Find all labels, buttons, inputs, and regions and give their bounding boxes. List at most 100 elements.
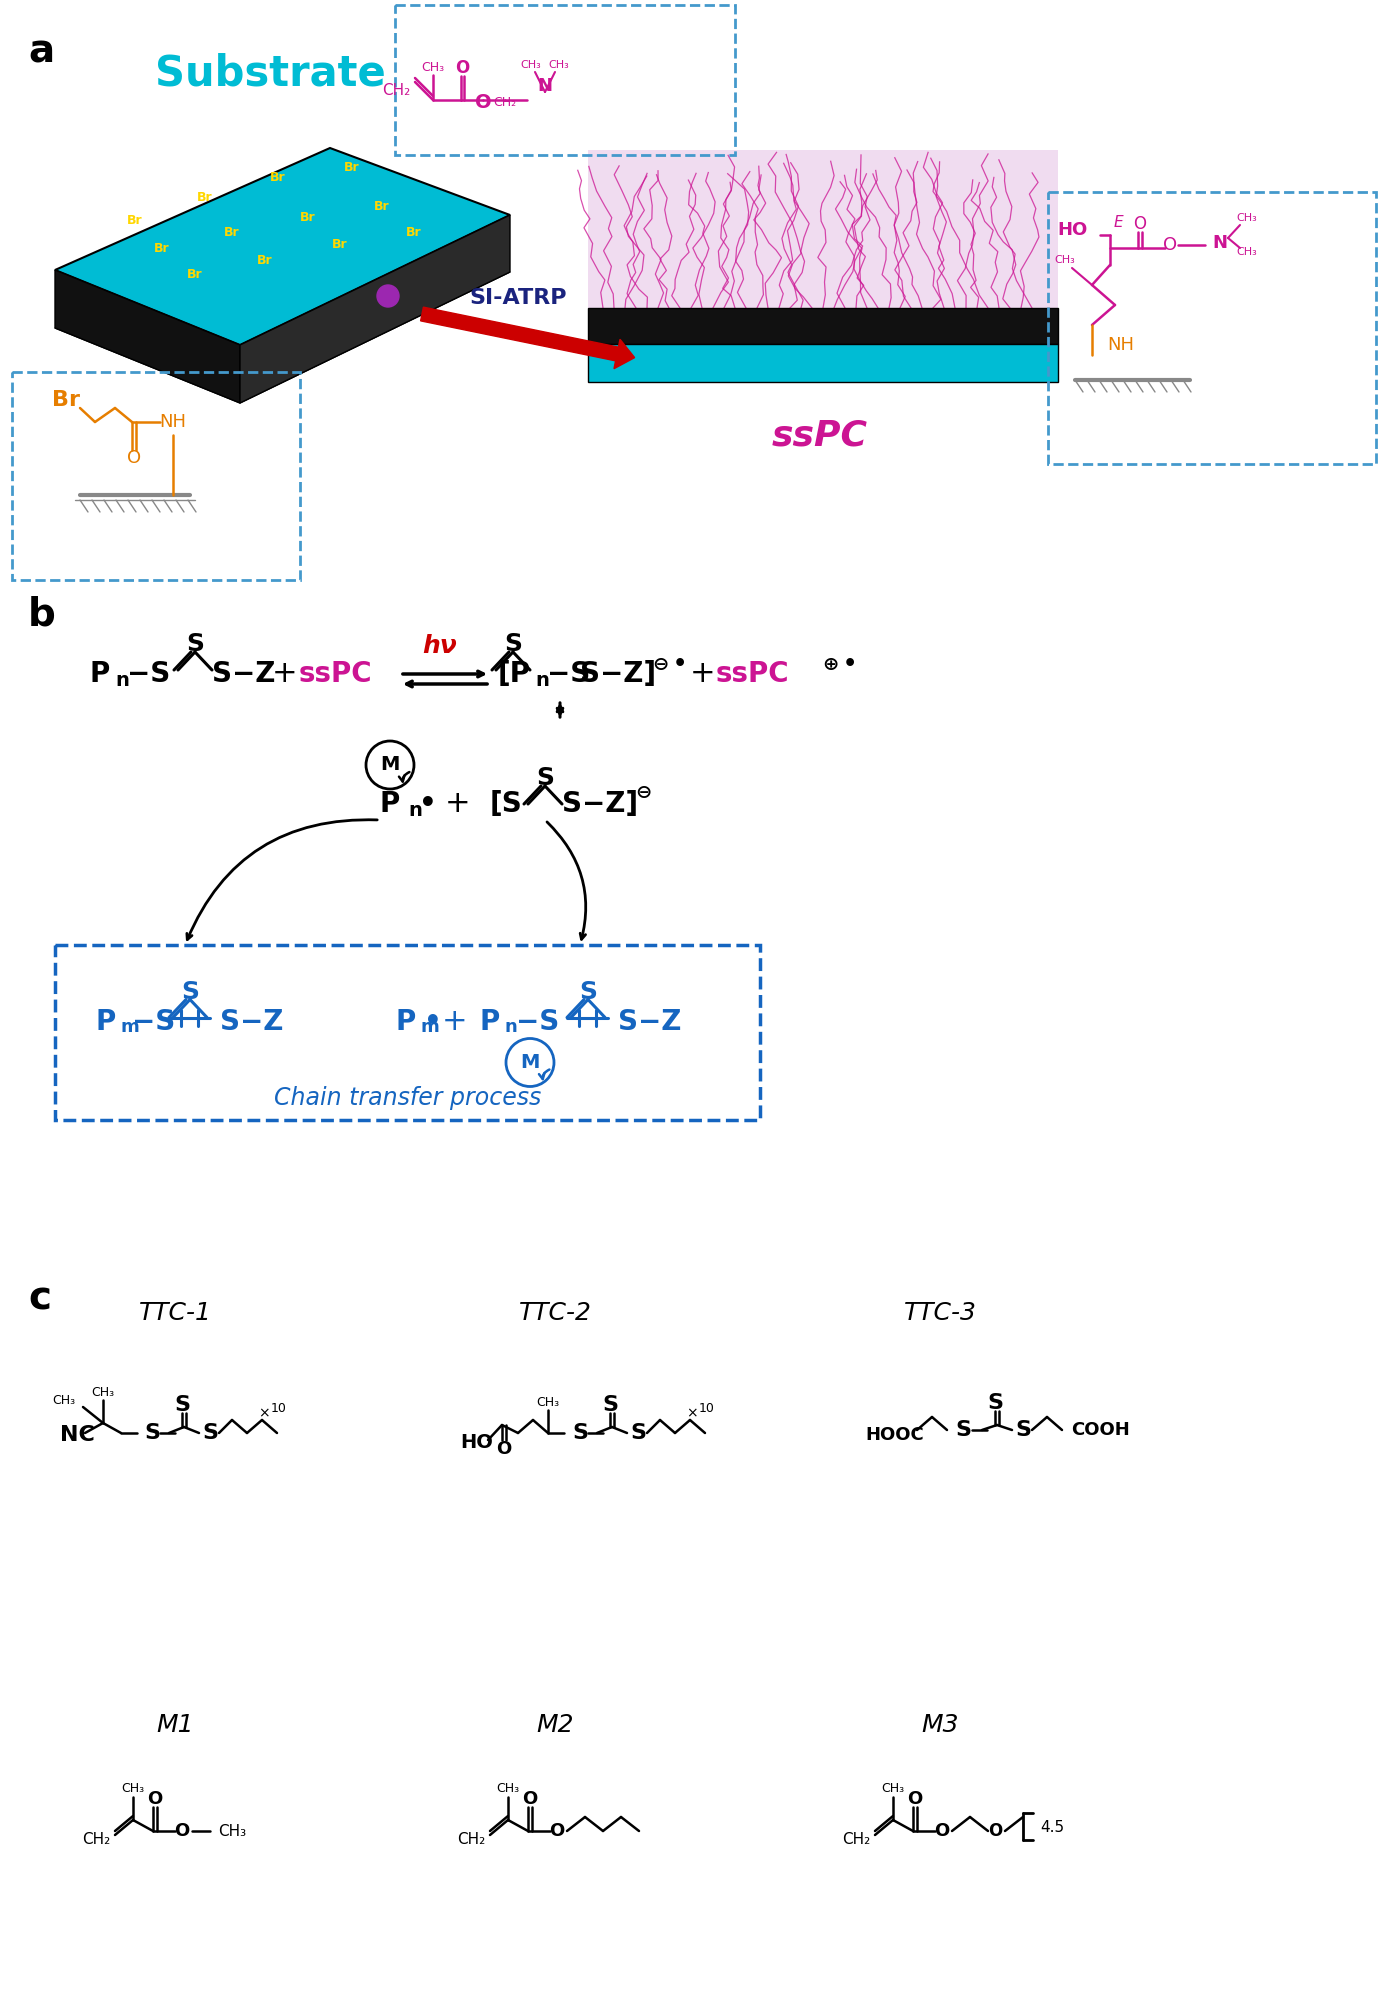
Text: CH₃: CH₃	[52, 1394, 75, 1406]
Text: M3: M3	[921, 1713, 958, 1736]
Text: O: O	[550, 1822, 565, 1840]
Text: CH₃: CH₃	[497, 1782, 519, 1796]
Text: O: O	[455, 60, 469, 78]
Text: Br: Br	[406, 225, 421, 239]
Text: Br: Br	[332, 237, 347, 251]
Text: O: O	[988, 1822, 1002, 1840]
Text: b: b	[28, 595, 56, 633]
Text: Br: Br	[257, 253, 273, 267]
Text: M: M	[520, 1052, 540, 1072]
Text: S−Z]: S−Z]	[562, 790, 638, 817]
Text: −S: −S	[516, 1008, 559, 1036]
Text: Br: Br	[374, 199, 389, 213]
Text: TTC-3: TTC-3	[904, 1301, 976, 1325]
Text: •: •	[843, 654, 857, 674]
Text: S: S	[631, 1422, 646, 1442]
Text: O: O	[1163, 237, 1177, 255]
Polygon shape	[54, 147, 511, 344]
Text: P: P	[379, 790, 400, 817]
Text: CH₃: CH₃	[92, 1386, 114, 1398]
Text: +: +	[442, 1006, 467, 1036]
Text: S: S	[181, 979, 199, 1004]
Text: Br: Br	[155, 241, 170, 255]
Text: Substrate: Substrate	[155, 52, 386, 93]
Text: NC: NC	[60, 1424, 95, 1444]
Text: S−Z: S−Z	[220, 1008, 283, 1036]
Text: O: O	[522, 1790, 537, 1808]
Text: CH₃: CH₃	[1236, 213, 1257, 223]
Text: S: S	[174, 1394, 190, 1414]
Polygon shape	[589, 149, 1057, 308]
Text: M1: M1	[156, 1713, 194, 1736]
Text: CH₂: CH₂	[456, 1832, 485, 1848]
Text: m: m	[120, 1018, 138, 1036]
Text: S−Z]: S−Z]	[580, 660, 656, 688]
Text: ⊖: ⊖	[651, 654, 668, 674]
Text: ssPC: ssPC	[299, 660, 372, 688]
Text: Br: Br	[127, 213, 142, 227]
Text: S: S	[504, 633, 522, 656]
Text: S: S	[579, 979, 597, 1004]
Text: a: a	[28, 32, 54, 70]
Text: n: n	[505, 1018, 518, 1036]
Text: S: S	[956, 1420, 971, 1440]
Text: O: O	[474, 93, 491, 111]
Text: CH₂: CH₂	[494, 95, 516, 109]
Text: O: O	[907, 1790, 922, 1808]
Text: S: S	[186, 633, 204, 656]
Text: •: •	[424, 1008, 442, 1036]
Text: 4.5: 4.5	[1041, 1820, 1064, 1834]
Polygon shape	[54, 271, 240, 404]
Text: P: P	[95, 1008, 116, 1036]
Text: Br: Br	[197, 191, 213, 203]
Text: P: P	[395, 1008, 416, 1036]
Text: Br: Br	[271, 171, 286, 183]
Text: +: +	[445, 790, 472, 819]
Text: n: n	[409, 800, 421, 819]
Text: CH₃: CH₃	[548, 60, 569, 70]
Text: ⊖: ⊖	[635, 782, 651, 802]
Text: +: +	[272, 660, 297, 688]
Text: TTC-2: TTC-2	[519, 1301, 591, 1325]
Text: HO: HO	[1057, 221, 1088, 239]
Text: m: m	[420, 1018, 439, 1036]
Text: Br: Br	[345, 161, 360, 173]
Text: CH₃: CH₃	[520, 60, 541, 70]
Text: −S: −S	[547, 660, 590, 688]
Text: •: •	[672, 654, 688, 674]
Circle shape	[377, 284, 399, 306]
Polygon shape	[589, 308, 1057, 344]
Polygon shape	[240, 215, 511, 404]
Text: O: O	[935, 1822, 950, 1840]
Text: S: S	[603, 1394, 618, 1414]
Text: E: E	[1113, 215, 1123, 229]
Text: P: P	[480, 1008, 501, 1036]
Text: [S: [S	[490, 790, 523, 817]
Text: O: O	[127, 450, 141, 467]
Text: S: S	[988, 1392, 1003, 1412]
Text: HO: HO	[460, 1434, 492, 1452]
Text: S−Z: S−Z	[212, 660, 275, 688]
Text: ssPC: ssPC	[716, 660, 788, 688]
Text: •: •	[418, 790, 437, 817]
Text: O: O	[1134, 215, 1147, 233]
Text: SI-ATRP: SI-ATRP	[469, 288, 566, 308]
Text: +: +	[691, 660, 716, 688]
Polygon shape	[54, 193, 511, 404]
Text: ×: ×	[258, 1406, 269, 1420]
Text: Br: Br	[187, 267, 202, 280]
Text: CH₃: CH₃	[1236, 247, 1257, 257]
Text: S: S	[572, 1422, 589, 1442]
Text: n: n	[114, 670, 128, 690]
Text: Chain transfer process: Chain transfer process	[275, 1086, 541, 1110]
Text: S: S	[1016, 1420, 1031, 1440]
Text: NH: NH	[1108, 336, 1134, 354]
Text: CH₃: CH₃	[421, 60, 445, 74]
Text: CH₂: CH₂	[382, 82, 410, 97]
Text: N: N	[1212, 235, 1228, 253]
Text: N: N	[537, 78, 552, 95]
Text: 10: 10	[699, 1402, 714, 1414]
Text: P: P	[91, 660, 110, 688]
Text: 10: 10	[271, 1402, 287, 1414]
Text: CH₃: CH₃	[218, 1824, 246, 1838]
